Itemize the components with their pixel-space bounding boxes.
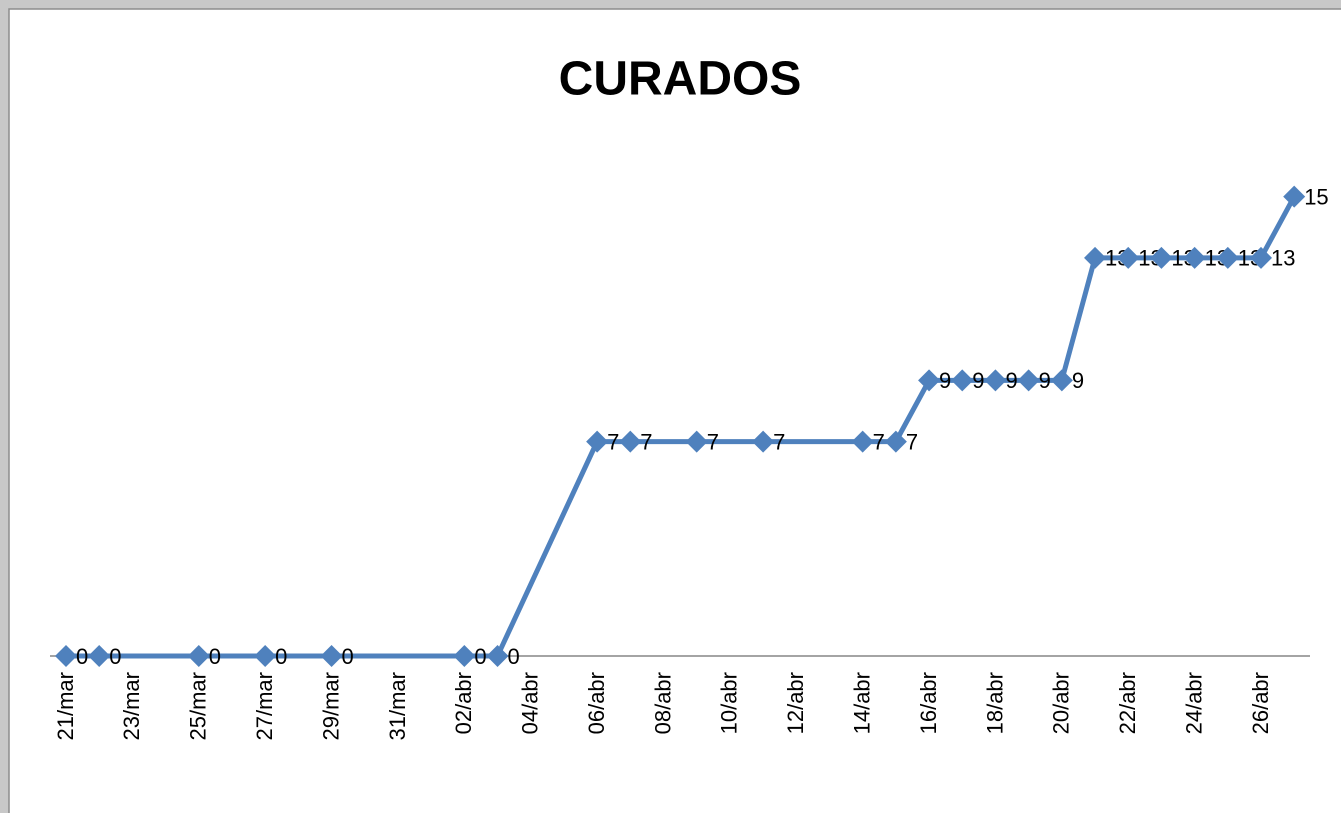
point-marker (88, 645, 111, 667)
point-marker (486, 645, 509, 667)
x-tick-label: 29/mar (318, 672, 343, 740)
point-marker (1117, 246, 1140, 269)
point-marker (187, 645, 210, 667)
x-tick-label: 23/mar (119, 672, 144, 740)
data-label: 15 (1304, 184, 1328, 209)
x-tick-label: 02/abr (451, 672, 476, 734)
data-label: 7 (906, 429, 918, 454)
data-label: 0 (209, 644, 221, 669)
x-tick-label: 16/abr (916, 672, 941, 734)
data-label: 9 (1072, 368, 1084, 393)
data-label: 0 (342, 644, 354, 669)
point-marker (1183, 246, 1206, 269)
x-tick-label: 06/abr (584, 672, 609, 734)
point-marker (984, 369, 1007, 392)
data-label: 7 (707, 429, 719, 454)
data-label: 0 (76, 644, 88, 669)
point-marker (1216, 246, 1239, 269)
data-label: 7 (873, 429, 885, 454)
x-tick-label: 24/abr (1181, 672, 1206, 734)
point-marker (1250, 246, 1272, 269)
x-tick-label: 08/abr (650, 672, 675, 734)
data-label: 0 (474, 644, 486, 669)
x-tick-label: 20/abr (1049, 672, 1074, 734)
point-marker (1084, 246, 1107, 269)
data-label: 13 (1271, 246, 1295, 271)
x-tick-label: 10/abr (717, 672, 742, 734)
x-tick-label: 04/abr (518, 672, 543, 734)
point-marker (586, 430, 609, 453)
data-label: 0 (109, 644, 121, 669)
data-label: 7 (640, 429, 652, 454)
data-label: 9 (1039, 368, 1051, 393)
x-tick-label: 31/mar (385, 672, 410, 740)
data-label: 9 (1005, 368, 1017, 393)
data-label: 0 (275, 644, 287, 669)
data-label: 7 (773, 429, 785, 454)
x-tick-label: 14/abr (849, 672, 874, 734)
point-marker (918, 369, 941, 392)
point-marker (1017, 369, 1040, 392)
point-marker (320, 645, 343, 667)
point-marker (884, 430, 907, 453)
point-marker (752, 430, 775, 453)
point-marker (951, 369, 974, 392)
x-tick-label: 27/mar (252, 672, 277, 740)
point-marker (1150, 246, 1173, 269)
x-tick-label: 21/mar (53, 672, 78, 740)
point-marker (619, 430, 642, 453)
x-tick-label: 12/abr (783, 672, 808, 734)
point-marker (1050, 369, 1073, 392)
x-tick-label: 26/abr (1248, 672, 1273, 734)
chart-title: CURADOS (559, 53, 802, 106)
point-marker (254, 645, 277, 667)
x-tick-label: 18/abr (982, 672, 1007, 734)
point-marker (685, 430, 708, 453)
point-marker (1283, 185, 1306, 208)
point-marker (851, 430, 874, 453)
data-label: 9 (939, 368, 951, 393)
data-label: 0 (508, 644, 520, 669)
point-marker (453, 645, 476, 667)
chart-area (8, 8, 1341, 813)
x-tick-label: 25/mar (186, 672, 211, 740)
data-label: 7 (607, 429, 619, 454)
x-tick-label: 22/abr (1115, 672, 1140, 734)
data-label: 9 (972, 368, 984, 393)
point-marker (55, 645, 77, 667)
